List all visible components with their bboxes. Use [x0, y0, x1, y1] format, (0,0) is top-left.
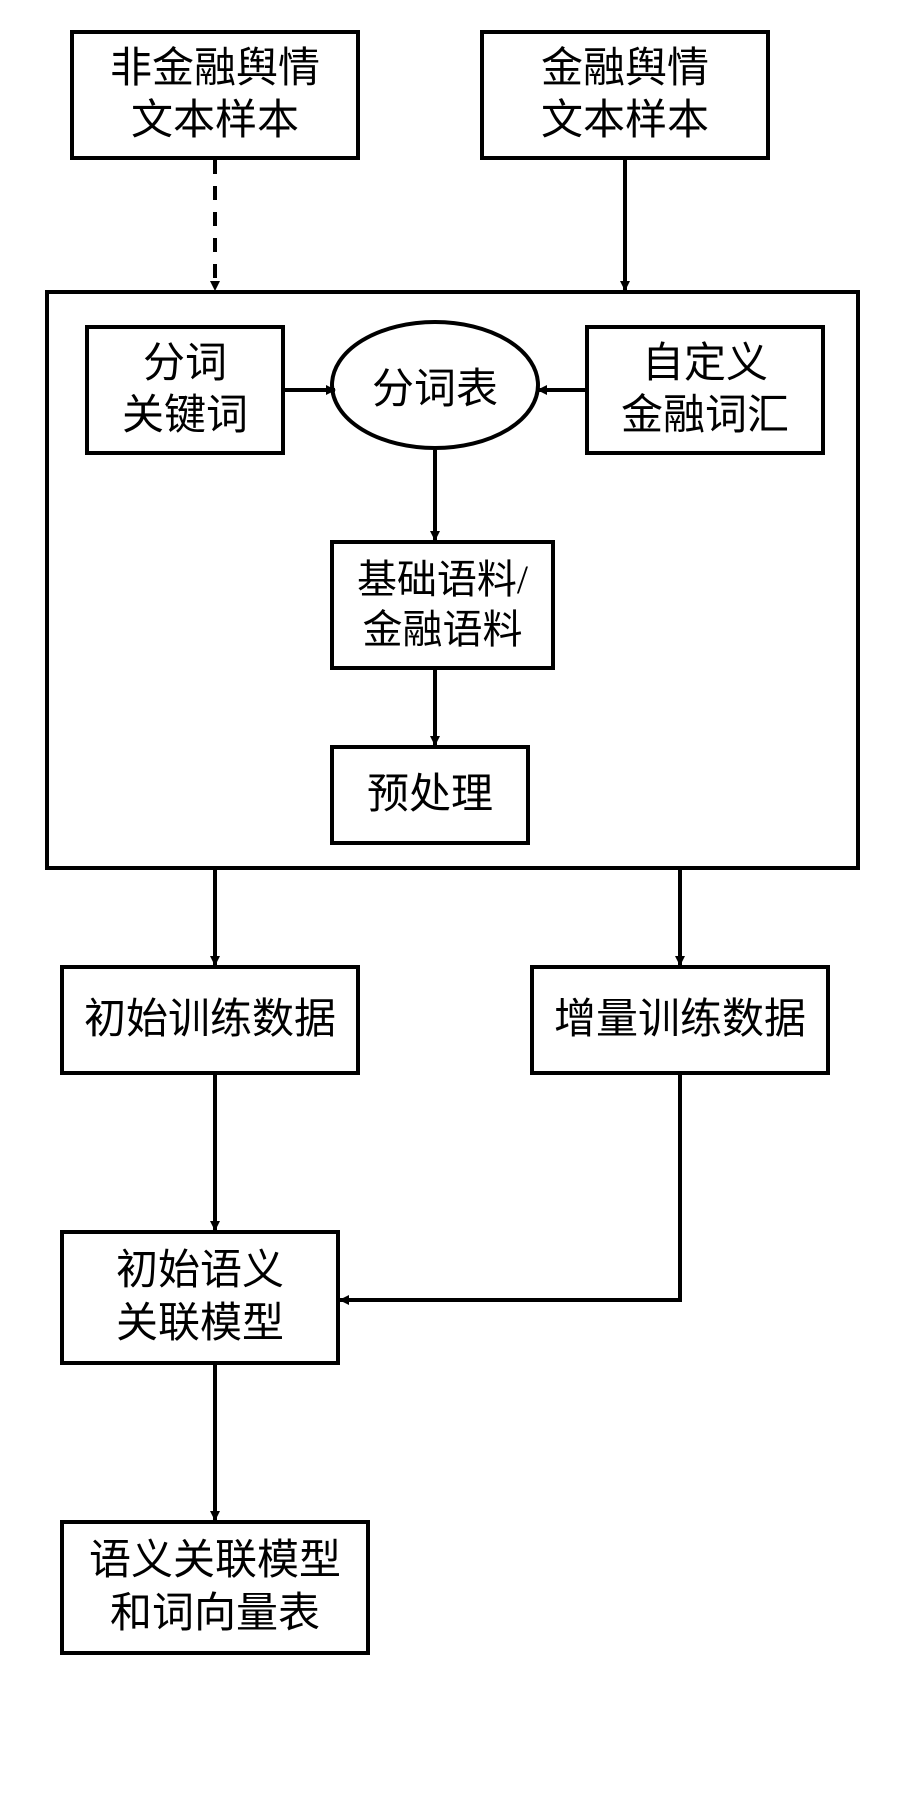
node-label: 基础语料/金融语料	[357, 555, 528, 655]
node-label: 初始语义关联模型	[116, 1245, 284, 1350]
node-seg-kw: 分词关键词	[85, 325, 285, 455]
node-label: 分词表	[372, 355, 498, 416]
node-label: 语义关联模型和词向量表	[89, 1535, 341, 1640]
node-label: 分词关键词	[122, 338, 248, 443]
node-label: 金融舆情文本样本	[541, 43, 709, 148]
node-preprocess: 预处理	[330, 745, 530, 845]
node-init-model: 初始语义关联模型	[60, 1230, 340, 1365]
node-seg-table: 分词表	[330, 320, 540, 450]
node-corpus: 基础语料/金融语料	[330, 540, 555, 670]
node-init-train: 初始训练数据	[60, 965, 360, 1075]
node-label: 预处理	[367, 769, 493, 822]
node-label: 增量训练数据	[554, 994, 806, 1047]
node-label: 自定义金融词汇	[621, 338, 789, 443]
node-label: 初始训练数据	[84, 994, 336, 1047]
node-final-model: 语义关联模型和词向量表	[60, 1520, 370, 1655]
edge	[340, 1075, 680, 1300]
node-label: 非金融舆情文本样本	[110, 43, 320, 148]
node-top-left: 非金融舆情文本样本	[70, 30, 360, 160]
node-top-right: 金融舆情文本样本	[480, 30, 770, 160]
node-custom-fin: 自定义金融词汇	[585, 325, 825, 455]
node-inc-train: 增量训练数据	[530, 965, 830, 1075]
